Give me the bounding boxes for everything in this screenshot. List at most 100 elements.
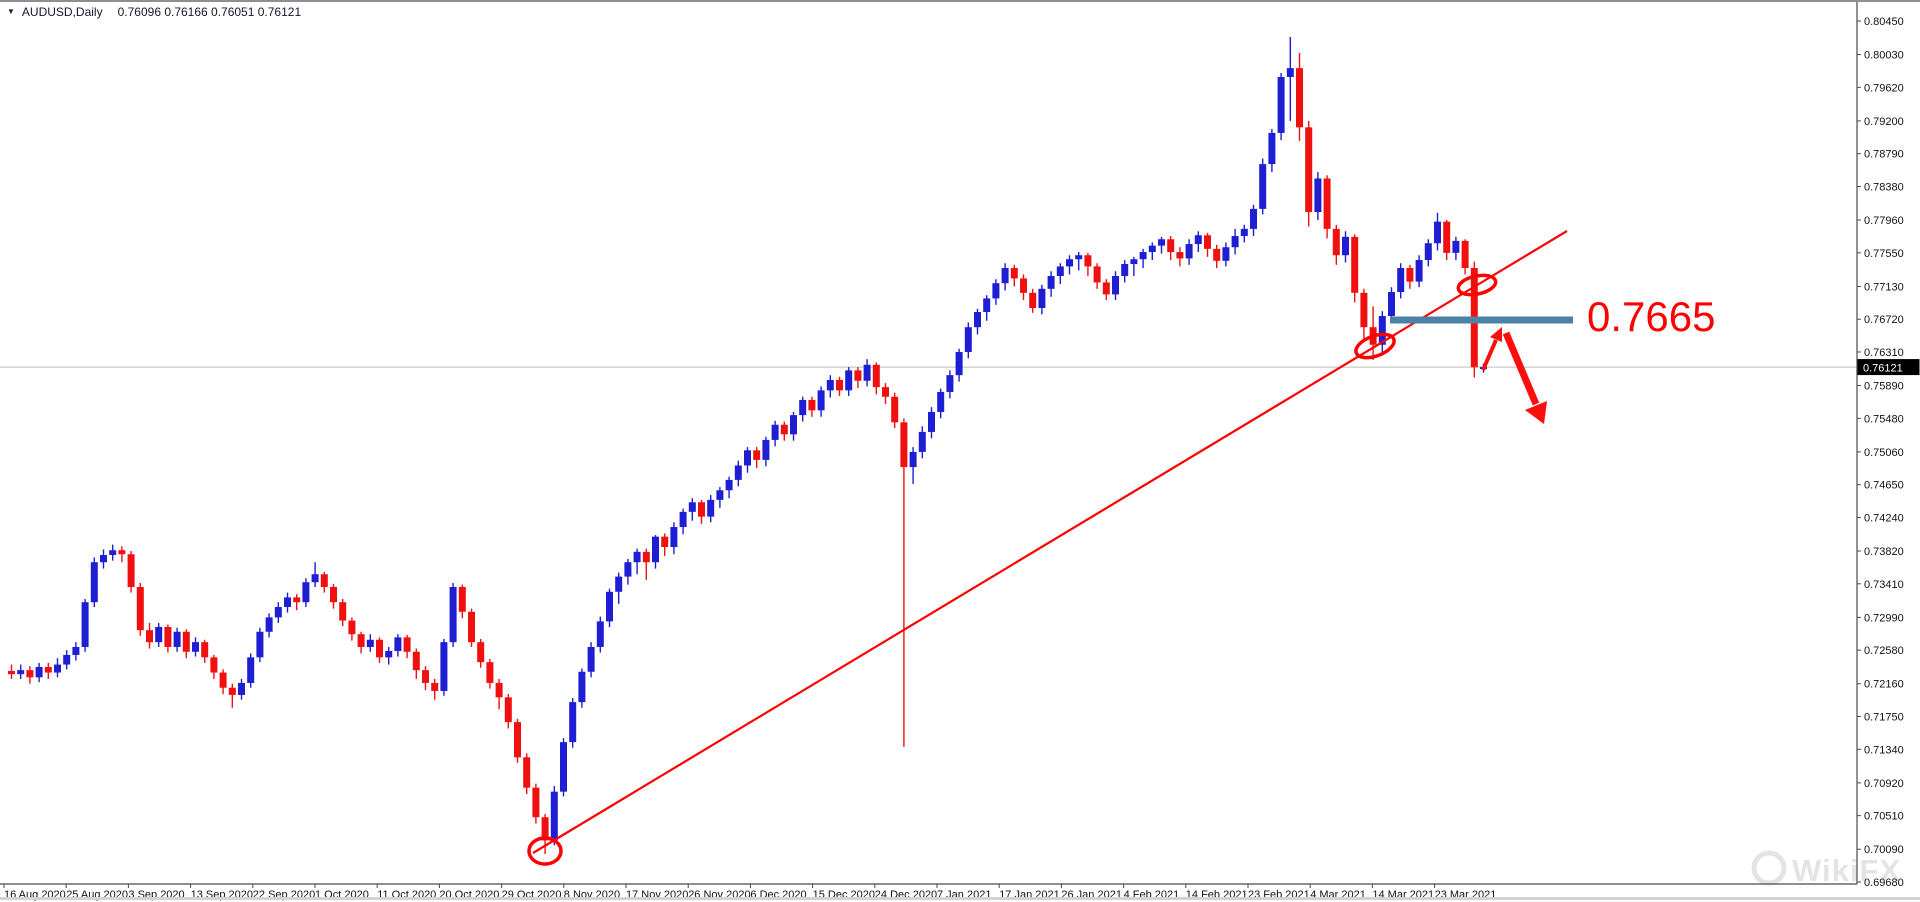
candle: [449, 583, 457, 647]
candle: [1066, 255, 1073, 275]
candle: [173, 627, 181, 652]
candle: [1323, 175, 1331, 239]
candle: [909, 447, 917, 484]
price-axis-label: 0.78380: [1864, 181, 1904, 193]
candle: [1305, 120, 1313, 227]
candle: [1268, 128, 1276, 173]
watermark: WikiFX: [1751, 850, 1900, 888]
trendline[interactable]: [532, 230, 1568, 854]
candle-body: [72, 646, 80, 655]
candle-body: [1010, 268, 1018, 279]
chart-dropdown-icon[interactable]: ▼: [7, 7, 15, 16]
price-axis-label: 0.78790: [1864, 149, 1904, 161]
candle-body: [1148, 245, 1156, 253]
price-axis-label: 0.72990: [1864, 612, 1904, 624]
price-axis-label: 0.76310: [1864, 347, 1904, 359]
price-axis-label: 0.72160: [1864, 679, 1904, 691]
highlight-ellipse[interactable]: [527, 836, 563, 866]
candle: [357, 631, 365, 654]
candle: [1222, 242, 1230, 267]
candle-body: [1121, 264, 1129, 277]
highlight-ellipse[interactable]: [1353, 330, 1397, 362]
candle: [1231, 228, 1239, 255]
candle: [35, 662, 43, 683]
candle-body: [210, 657, 218, 673]
candle-body: [596, 621, 604, 647]
highlight-ellipse[interactable]: [1456, 272, 1498, 298]
candle-body: [1167, 239, 1175, 253]
candle-body: [955, 351, 963, 376]
candle-body: [744, 450, 751, 466]
candle: [872, 362, 880, 395]
price-axis-label: 0.69680: [1864, 877, 1904, 889]
candle: [790, 411, 797, 441]
candlestick-series: [8, 36, 1487, 855]
candle-body: [146, 630, 153, 643]
candle-body: [1406, 268, 1414, 282]
candle-body: [1204, 235, 1211, 249]
candle: [1314, 172, 1322, 221]
candle-body: [458, 587, 466, 612]
price-axis[interactable]: 0.80450 0.80030 0.79620 0.79200 0.78790 0.783…: [1856, 2, 1920, 889]
candle-body: [1020, 278, 1027, 293]
direction-arrow[interactable]: [1502, 331, 1547, 424]
candle-body: [1158, 239, 1165, 246]
candle: [1167, 236, 1175, 261]
candle: [127, 551, 135, 593]
candle-body: [1461, 240, 1469, 269]
candle-body: [311, 574, 319, 583]
candle: [504, 694, 512, 729]
candle: [26, 666, 34, 684]
candle-body: [394, 637, 402, 651]
candle-body: [863, 364, 871, 381]
candle-body: [35, 666, 43, 678]
candle-body: [1001, 268, 1009, 284]
candle-body: [633, 551, 641, 563]
support-price-label[interactable]: 0.7665: [1587, 293, 1715, 340]
candle-body: [918, 431, 926, 452]
candle: [854, 367, 862, 388]
candle-body: [1434, 221, 1441, 244]
candle-body: [477, 642, 485, 663]
candle: [983, 295, 991, 321]
candle-body: [90, 562, 98, 603]
candle: [1286, 36, 1294, 121]
candle: [238, 678, 245, 700]
candle-body: [81, 602, 89, 647]
candle-body: [1305, 127, 1313, 213]
candle-body: [504, 697, 512, 723]
candle-body: [734, 465, 742, 480]
candle-body: [799, 399, 807, 416]
price-axis-label: 0.70510: [1864, 811, 1904, 823]
arrow-shaft: [1481, 339, 1498, 371]
candle-body: [817, 390, 825, 411]
candle: [1434, 212, 1441, 251]
arrow-head: [1490, 327, 1502, 342]
candle-body: [468, 611, 475, 643]
candle: [1259, 158, 1267, 215]
candle: [1047, 271, 1055, 297]
candle-body: [403, 637, 411, 652]
candle: [1112, 271, 1119, 301]
candle-body: [1323, 178, 1331, 229]
candle-body: [201, 642, 209, 658]
price-axis-label: 0.80030: [1864, 50, 1904, 62]
candle-body: [1286, 68, 1294, 77]
candle: [1029, 288, 1037, 313]
direction-arrow[interactable]: [1481, 327, 1502, 371]
price-axis-label: 0.75890: [1864, 381, 1904, 393]
candle: [1194, 231, 1202, 253]
analysis-annotations[interactable]: [527, 230, 1573, 866]
candle: [265, 613, 273, 638]
candle-body: [964, 327, 972, 352]
candle-body: [136, 587, 144, 631]
candle-body: [412, 651, 420, 671]
candle: [826, 375, 834, 398]
candle-body: [1231, 236, 1239, 248]
candle: [1158, 236, 1165, 254]
candle: [633, 548, 641, 575]
candle-body: [26, 670, 34, 678]
candle-body: [1056, 266, 1064, 277]
candle: [771, 420, 779, 447]
